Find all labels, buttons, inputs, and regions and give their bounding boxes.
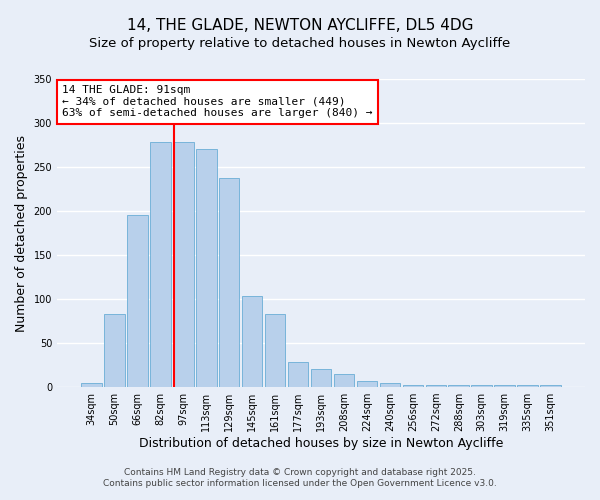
Bar bbox=[196, 150, 217, 387]
Bar bbox=[219, 178, 239, 387]
Bar bbox=[356, 381, 377, 387]
Bar bbox=[288, 362, 308, 387]
Bar bbox=[81, 382, 102, 387]
Bar bbox=[541, 386, 561, 387]
Bar bbox=[173, 142, 194, 387]
Bar bbox=[311, 370, 331, 387]
Bar bbox=[380, 382, 400, 387]
Bar bbox=[127, 214, 148, 387]
Text: 14 THE GLADE: 91sqm
← 34% of detached houses are smaller (449)
63% of semi-detac: 14 THE GLADE: 91sqm ← 34% of detached ho… bbox=[62, 85, 373, 118]
Bar bbox=[448, 386, 469, 387]
Bar bbox=[334, 374, 355, 387]
Text: Contains HM Land Registry data © Crown copyright and database right 2025.
Contai: Contains HM Land Registry data © Crown c… bbox=[103, 468, 497, 487]
Bar bbox=[517, 386, 538, 387]
Y-axis label: Number of detached properties: Number of detached properties bbox=[15, 134, 28, 332]
Bar bbox=[104, 314, 125, 387]
Bar bbox=[425, 386, 446, 387]
Bar bbox=[494, 386, 515, 387]
X-axis label: Distribution of detached houses by size in Newton Aycliffe: Distribution of detached houses by size … bbox=[139, 437, 503, 450]
Bar bbox=[242, 296, 262, 387]
Bar bbox=[150, 142, 170, 387]
Text: 14, THE GLADE, NEWTON AYCLIFFE, DL5 4DG: 14, THE GLADE, NEWTON AYCLIFFE, DL5 4DG bbox=[127, 18, 473, 32]
Bar bbox=[472, 386, 492, 387]
Bar bbox=[403, 386, 423, 387]
Text: Size of property relative to detached houses in Newton Aycliffe: Size of property relative to detached ho… bbox=[89, 38, 511, 51]
Bar bbox=[265, 314, 286, 387]
